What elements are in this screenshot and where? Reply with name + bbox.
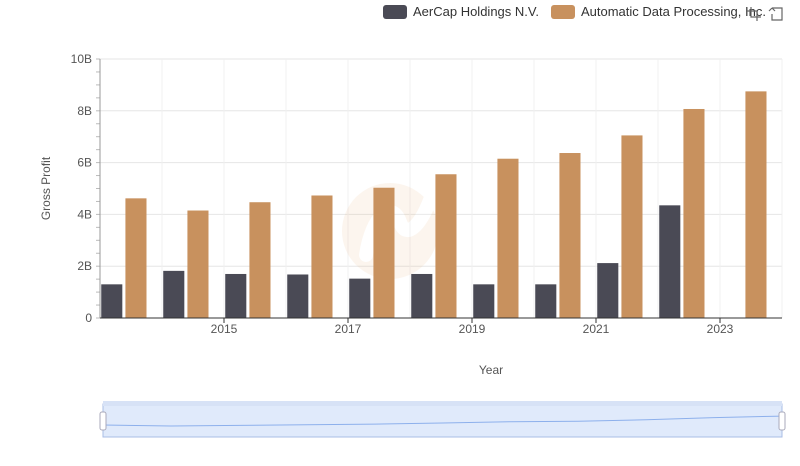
bar-aercap — [163, 270, 185, 318]
bar-aercap — [597, 263, 619, 318]
zoom-selection — [102, 403, 783, 438]
bar-aercap — [473, 284, 495, 318]
x-axis-title: Year — [479, 363, 503, 377]
zoom-track — [102, 403, 783, 438]
bar-aercap — [287, 274, 309, 318]
y-tick-label: 6B — [77, 156, 92, 170]
bars — [101, 91, 767, 318]
legend-swatch-adp — [550, 4, 575, 19]
bar-adp — [497, 158, 519, 318]
grid-lines — [100, 58, 783, 319]
y-tick-label: 4B — [77, 207, 92, 221]
legend-label-adp: Automatic Data Processing, Inc. — [580, 4, 766, 19]
x-tick-label: 2017 — [335, 322, 362, 336]
bar-adp — [435, 174, 457, 318]
bar-adp — [249, 202, 271, 318]
chart-toolbar — [746, 6, 784, 22]
y-tick-label: 8B — [77, 104, 92, 118]
x-tick-label: 2023 — [707, 322, 734, 336]
zoom-select-icon[interactable] — [746, 6, 762, 22]
bar-adp — [373, 187, 395, 318]
bar-adp — [745, 91, 767, 318]
zoom-slider[interactable] — [99, 401, 786, 438]
zoom-handle-right — [778, 411, 786, 431]
bar-aercap — [411, 273, 433, 318]
legend: AerCap Holdings N.V. Automatic Data Proc… — [383, 4, 778, 19]
y-tick-label: 2B — [77, 259, 92, 273]
y-axis-title: Gross Profit — [39, 156, 53, 220]
bar-adp — [125, 198, 147, 318]
bar-adp — [311, 195, 333, 318]
bar-adp — [621, 135, 643, 318]
bar-aercap — [659, 205, 681, 318]
legend-swatch-aercap — [383, 4, 407, 19]
y-tick-label: 0 — [85, 311, 92, 325]
zoom-preview-line — [102, 415, 783, 427]
axes — [96, 58, 782, 323]
bar-aercap — [349, 278, 371, 318]
zoom-reset-icon[interactable] — [768, 6, 784, 22]
bar-adp — [187, 210, 209, 318]
legend-label-aercap: AerCap Holdings N.V. — [413, 4, 539, 19]
x-tick-label: 2015 — [211, 322, 238, 336]
zoom-top-bar — [103, 401, 782, 406]
x-tick-label: 2019 — [459, 322, 486, 336]
bar-adp — [559, 153, 581, 318]
bar-aercap — [535, 284, 557, 318]
y-tick-label: 10B — [71, 52, 92, 66]
legend-item-adp[interactable]: Automatic Data Processing, Inc. — [550, 4, 766, 19]
zoom-handle-left — [99, 411, 107, 431]
axis-labels: 0 2B 4B 6B 8B 10B 2015 2017 2019 2021 2023 Year Gros… — [39, 52, 734, 377]
bar-adp — [683, 108, 705, 318]
x-tick-label: 2021 — [583, 322, 610, 336]
legend-item-aercap[interactable]: AerCap Holdings N.V. — [383, 4, 539, 19]
bar-aercap — [225, 273, 247, 318]
bar-aercap — [101, 284, 123, 318]
